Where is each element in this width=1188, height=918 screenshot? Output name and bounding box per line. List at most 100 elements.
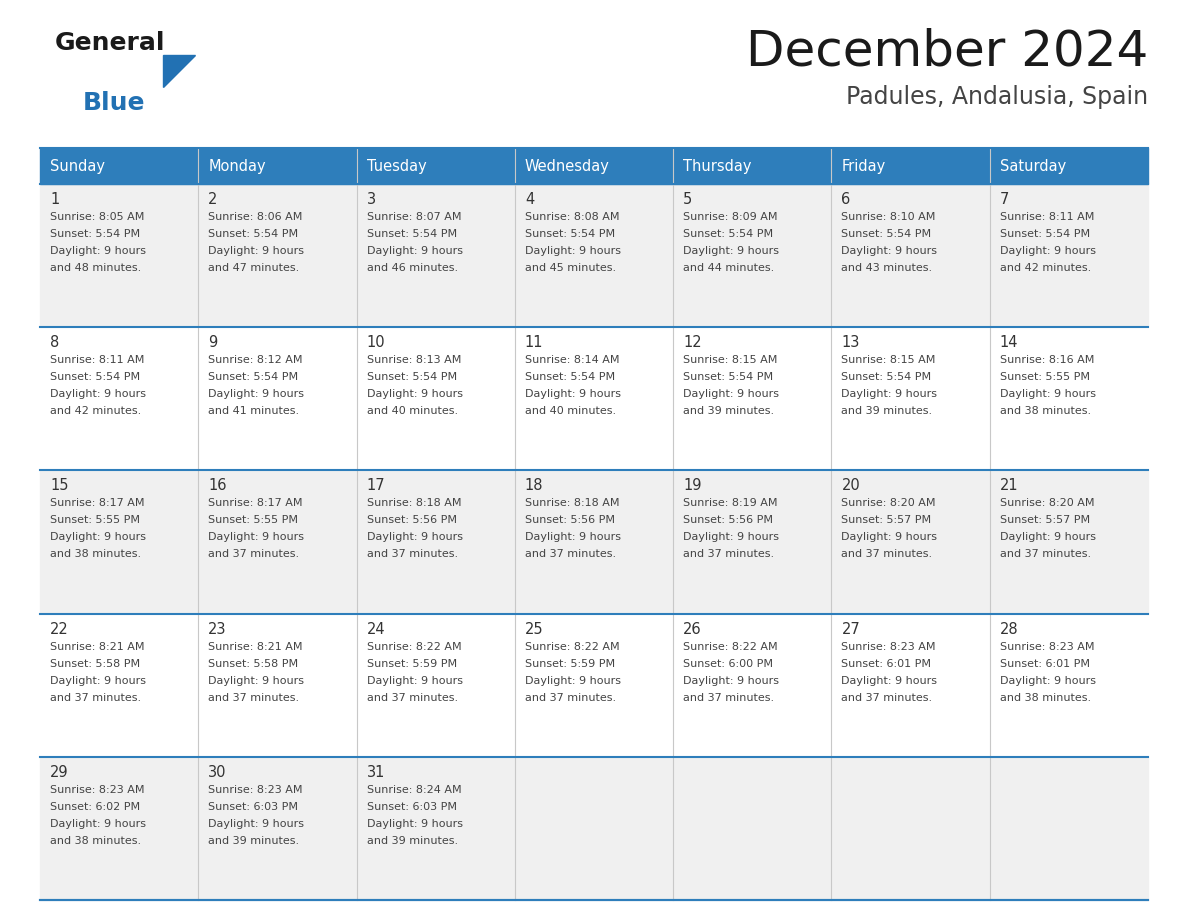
Text: 28: 28 xyxy=(1000,621,1018,636)
Text: Daylight: 9 hours: Daylight: 9 hours xyxy=(208,532,304,543)
Bar xyxy=(674,613,832,756)
Text: Sunset: 5:54 PM: Sunset: 5:54 PM xyxy=(683,372,773,382)
Text: Daylight: 9 hours: Daylight: 9 hours xyxy=(367,246,462,256)
Text: Sunrise: 8:14 AM: Sunrise: 8:14 AM xyxy=(525,355,619,365)
Text: Sunset: 5:54 PM: Sunset: 5:54 PM xyxy=(208,229,298,239)
Text: Sunrise: 8:21 AM: Sunrise: 8:21 AM xyxy=(50,642,145,652)
Bar xyxy=(514,184,674,327)
Text: 24: 24 xyxy=(367,621,385,636)
Bar xyxy=(198,756,356,900)
Text: Daylight: 9 hours: Daylight: 9 hours xyxy=(367,532,462,543)
Text: Sunset: 5:57 PM: Sunset: 5:57 PM xyxy=(1000,515,1089,525)
Bar xyxy=(40,148,198,184)
Text: Sunrise: 8:20 AM: Sunrise: 8:20 AM xyxy=(1000,498,1094,509)
Text: Daylight: 9 hours: Daylight: 9 hours xyxy=(841,246,937,256)
Text: Daylight: 9 hours: Daylight: 9 hours xyxy=(841,676,937,686)
Text: Daylight: 9 hours: Daylight: 9 hours xyxy=(50,819,146,829)
Text: and 45 minutes.: and 45 minutes. xyxy=(525,263,617,273)
Text: Sunrise: 8:22 AM: Sunrise: 8:22 AM xyxy=(683,642,778,652)
Text: Sunrise: 8:11 AM: Sunrise: 8:11 AM xyxy=(50,355,145,365)
Text: Sunset: 6:03 PM: Sunset: 6:03 PM xyxy=(208,801,298,812)
Text: and 38 minutes.: and 38 minutes. xyxy=(1000,406,1091,416)
Text: 3: 3 xyxy=(367,192,375,207)
Text: Sunrise: 8:13 AM: Sunrise: 8:13 AM xyxy=(367,355,461,365)
Text: 11: 11 xyxy=(525,335,543,350)
Text: Daylight: 9 hours: Daylight: 9 hours xyxy=(367,676,462,686)
Bar xyxy=(356,327,514,470)
Text: General: General xyxy=(55,31,165,55)
Text: and 37 minutes.: and 37 minutes. xyxy=(841,692,933,702)
Text: Wednesday: Wednesday xyxy=(525,159,609,174)
Text: Daylight: 9 hours: Daylight: 9 hours xyxy=(208,676,304,686)
Text: Sunday: Sunday xyxy=(50,159,105,174)
Text: 15: 15 xyxy=(50,478,69,493)
Text: and 37 minutes.: and 37 minutes. xyxy=(50,692,141,702)
Text: Daylight: 9 hours: Daylight: 9 hours xyxy=(1000,389,1095,399)
Bar xyxy=(990,327,1148,470)
Text: Sunrise: 8:24 AM: Sunrise: 8:24 AM xyxy=(367,785,461,795)
Bar xyxy=(674,184,832,327)
Text: Daylight: 9 hours: Daylight: 9 hours xyxy=(367,819,462,829)
Text: Daylight: 9 hours: Daylight: 9 hours xyxy=(683,389,779,399)
Bar xyxy=(40,470,198,613)
Text: Daylight: 9 hours: Daylight: 9 hours xyxy=(683,532,779,543)
Text: Sunset: 5:56 PM: Sunset: 5:56 PM xyxy=(367,515,456,525)
Text: and 38 minutes.: and 38 minutes. xyxy=(1000,692,1091,702)
Text: Daylight: 9 hours: Daylight: 9 hours xyxy=(525,246,621,256)
Bar xyxy=(514,756,674,900)
Bar xyxy=(514,613,674,756)
Text: Daylight: 9 hours: Daylight: 9 hours xyxy=(525,676,621,686)
Text: Sunset: 5:55 PM: Sunset: 5:55 PM xyxy=(50,515,140,525)
Text: Sunrise: 8:20 AM: Sunrise: 8:20 AM xyxy=(841,498,936,509)
Text: Sunset: 5:54 PM: Sunset: 5:54 PM xyxy=(367,229,456,239)
Text: Saturday: Saturday xyxy=(1000,159,1066,174)
Text: Blue: Blue xyxy=(83,91,145,115)
Text: Daylight: 9 hours: Daylight: 9 hours xyxy=(683,246,779,256)
Bar xyxy=(40,327,198,470)
Text: Sunrise: 8:15 AM: Sunrise: 8:15 AM xyxy=(841,355,936,365)
Text: Daylight: 9 hours: Daylight: 9 hours xyxy=(683,676,779,686)
Text: Sunrise: 8:23 AM: Sunrise: 8:23 AM xyxy=(50,785,145,795)
Text: Sunset: 5:59 PM: Sunset: 5:59 PM xyxy=(367,658,456,668)
Text: Daylight: 9 hours: Daylight: 9 hours xyxy=(525,389,621,399)
Text: 30: 30 xyxy=(208,765,227,779)
Text: Sunset: 5:55 PM: Sunset: 5:55 PM xyxy=(1000,372,1089,382)
Text: Sunset: 5:54 PM: Sunset: 5:54 PM xyxy=(50,372,140,382)
Text: and 37 minutes.: and 37 minutes. xyxy=(525,692,617,702)
Text: Sunrise: 8:08 AM: Sunrise: 8:08 AM xyxy=(525,212,619,222)
Text: Daylight: 9 hours: Daylight: 9 hours xyxy=(50,532,146,543)
Bar xyxy=(356,470,514,613)
Text: and 47 minutes.: and 47 minutes. xyxy=(208,263,299,273)
Text: 19: 19 xyxy=(683,478,702,493)
Text: Sunrise: 8:11 AM: Sunrise: 8:11 AM xyxy=(1000,212,1094,222)
Text: Thursday: Thursday xyxy=(683,159,752,174)
Text: and 37 minutes.: and 37 minutes. xyxy=(525,549,617,559)
Text: Sunset: 5:54 PM: Sunset: 5:54 PM xyxy=(841,372,931,382)
Text: and 38 minutes.: and 38 minutes. xyxy=(50,549,141,559)
Bar xyxy=(198,184,356,327)
Text: Daylight: 9 hours: Daylight: 9 hours xyxy=(50,389,146,399)
Text: 31: 31 xyxy=(367,765,385,779)
Bar xyxy=(356,148,514,184)
Text: Daylight: 9 hours: Daylight: 9 hours xyxy=(525,532,621,543)
Bar xyxy=(356,756,514,900)
Text: Sunrise: 8:23 AM: Sunrise: 8:23 AM xyxy=(841,642,936,652)
Text: 4: 4 xyxy=(525,192,535,207)
Text: and 44 minutes.: and 44 minutes. xyxy=(683,263,775,273)
Text: 2: 2 xyxy=(208,192,217,207)
Text: Daylight: 9 hours: Daylight: 9 hours xyxy=(1000,532,1095,543)
Text: Sunrise: 8:17 AM: Sunrise: 8:17 AM xyxy=(50,498,145,509)
Text: 21: 21 xyxy=(1000,478,1018,493)
Text: Sunrise: 8:07 AM: Sunrise: 8:07 AM xyxy=(367,212,461,222)
Text: Sunrise: 8:21 AM: Sunrise: 8:21 AM xyxy=(208,642,303,652)
Text: Sunrise: 8:05 AM: Sunrise: 8:05 AM xyxy=(50,212,145,222)
Text: 5: 5 xyxy=(683,192,693,207)
Text: Sunset: 6:03 PM: Sunset: 6:03 PM xyxy=(367,801,456,812)
Text: and 43 minutes.: and 43 minutes. xyxy=(841,263,933,273)
Text: 20: 20 xyxy=(841,478,860,493)
Text: 25: 25 xyxy=(525,621,543,636)
Bar xyxy=(990,756,1148,900)
Text: and 37 minutes.: and 37 minutes. xyxy=(1000,549,1091,559)
Text: Monday: Monday xyxy=(208,159,266,174)
Text: 29: 29 xyxy=(50,765,69,779)
